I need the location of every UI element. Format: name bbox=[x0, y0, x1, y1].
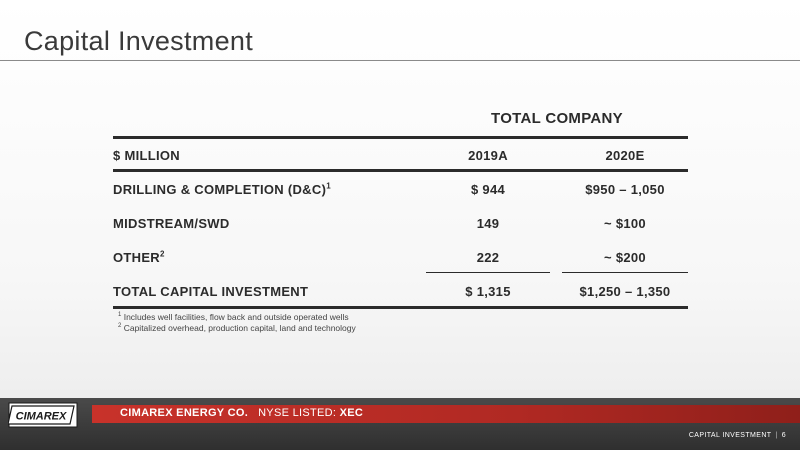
row-value-2020e: ~ $100 bbox=[604, 216, 646, 231]
svg-text:CIMAREX: CIMAREX bbox=[16, 411, 67, 423]
row-label-text: OTHER bbox=[113, 250, 160, 265]
row-label-other: OTHER2 bbox=[113, 250, 165, 265]
table-bottom-rule bbox=[113, 306, 688, 309]
row-value-2019a: $ 944 bbox=[470, 182, 506, 197]
footer-brand-band bbox=[92, 405, 800, 423]
footnote-number: 1 bbox=[118, 312, 122, 319]
footnote-ref: 1 bbox=[326, 181, 331, 191]
page-number: 6 bbox=[781, 432, 786, 439]
company-name: CIMAREX ENERGY CO. bbox=[120, 407, 249, 419]
subtotal-rule-2020e bbox=[562, 272, 688, 273]
row-value-2020e: $950 – 1,050 bbox=[585, 182, 665, 197]
row-label-dc: DRILLING & COMPLETION (D&C)1 bbox=[113, 182, 331, 197]
header-label: $ MILLION bbox=[113, 148, 180, 163]
footer-company: CIMAREX ENERGY CO. NYSE LISTED: XEC bbox=[120, 407, 363, 419]
row-value-2019a: 149 bbox=[476, 216, 500, 231]
page-title: Capital Investment bbox=[24, 26, 254, 56]
table-group-header: TOTAL COMPANY bbox=[491, 110, 623, 127]
total-value-2019a: $ 1,315 bbox=[465, 284, 511, 299]
footnote-ref: 2 bbox=[160, 249, 165, 259]
header-col-2019a: 2019A bbox=[468, 148, 508, 163]
subtotal-rule-2019a bbox=[426, 272, 550, 273]
section-name: CAPITAL INVESTMENT bbox=[688, 432, 772, 439]
header-rule bbox=[113, 169, 688, 172]
total-value-2020e: $1,250 – 1,350 bbox=[579, 284, 671, 299]
listing-label: NYSE LISTED: bbox=[258, 407, 337, 419]
row-label-midstream: MIDSTREAM/SWD bbox=[113, 216, 230, 231]
title-divider bbox=[0, 60, 800, 61]
footnote-2: 2 Capitalized overhead, production capit… bbox=[118, 323, 356, 333]
header-col-2020e: 2020E bbox=[605, 148, 645, 163]
cimarex-logo: CIMAREX bbox=[8, 402, 78, 428]
page-separator: | bbox=[775, 432, 778, 439]
row-value-2019a: 222 bbox=[476, 250, 500, 265]
row-value-2020e: ~ $200 bbox=[604, 250, 646, 265]
footnote-1: 1 Includes well facilities, flow back an… bbox=[118, 312, 349, 322]
table-top-rule bbox=[113, 136, 688, 139]
total-label: TOTAL CAPITAL INVESTMENT bbox=[113, 284, 309, 299]
page-info: CAPITAL INVESTMENT | 6 bbox=[689, 432, 786, 439]
footnote-text: Capitalized overhead, production capital… bbox=[123, 323, 356, 333]
slide-background bbox=[0, 0, 800, 398]
row-label-text: DRILLING & COMPLETION (D&C) bbox=[113, 182, 327, 197]
ticker-symbol: XEC bbox=[339, 407, 364, 419]
footnote-number: 2 bbox=[118, 323, 122, 330]
footnote-text: Includes well facilities, flow back and … bbox=[123, 312, 349, 322]
